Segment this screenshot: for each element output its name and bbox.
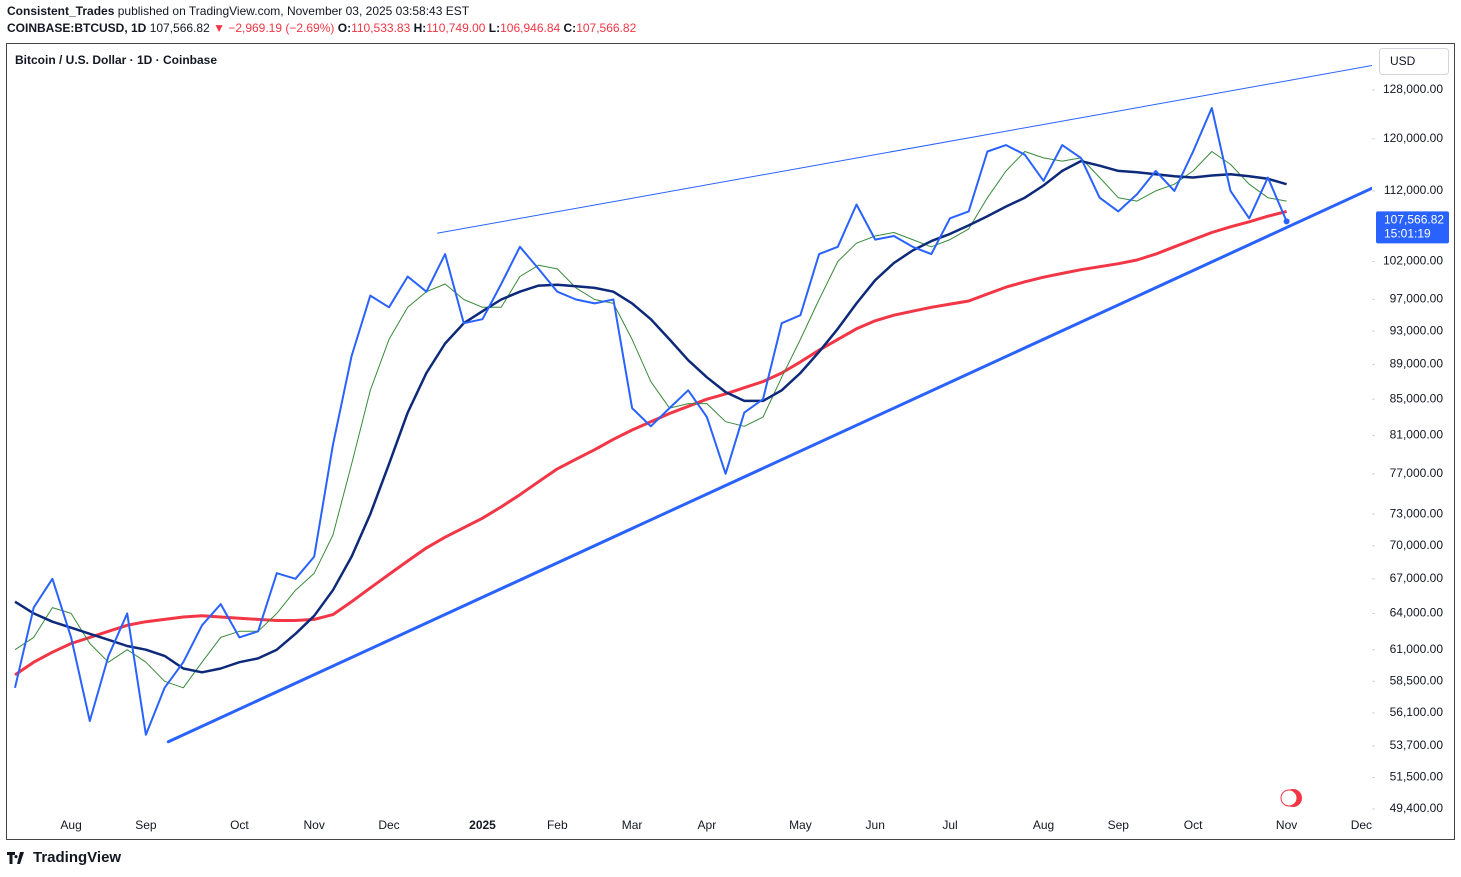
- price-tag-countdown: 15:01:19: [1384, 227, 1431, 241]
- ohlc-value: 110,749.00: [426, 21, 485, 35]
- y-tick-label: 64,000.00: [1390, 606, 1444, 620]
- y-tick-label: 56,100.00: [1390, 705, 1444, 719]
- y-tick-label: 67,000.00: [1390, 571, 1444, 585]
- price-line: [14, 151, 1287, 689]
- price: 107,566.82: [150, 21, 210, 35]
- x-tick-label: Sep: [1108, 818, 1130, 832]
- x-tick-label: Aug: [1033, 818, 1054, 832]
- symbol: COINBASE:BTCUSD, 1D: [7, 21, 147, 35]
- logo: [7, 852, 24, 864]
- y-tick-label: 89,000.00: [1390, 357, 1444, 371]
- trendline: [166, 186, 1372, 744]
- flag-icon: [1280, 789, 1302, 807]
- author: Consistent_Trades: [7, 4, 115, 18]
- chart-title: Bitcoin / U.S. Dollar · 1D · Coinbase: [15, 53, 217, 67]
- event-icon-inner: [1280, 789, 1298, 807]
- x-tick-label: Dec: [378, 818, 399, 832]
- x-tick-label: Feb: [547, 818, 568, 832]
- x-tick-label: Oct: [230, 818, 249, 832]
- x-tick-label: May: [789, 818, 812, 832]
- y-tick-label: 73,000.00: [1390, 506, 1444, 520]
- brand: TradingView: [33, 849, 121, 866]
- price-line: [14, 107, 1288, 736]
- y-tick-label: 49,400.00: [1390, 801, 1444, 815]
- y-tick-label: 77,000.00: [1390, 466, 1444, 480]
- header: Consistent_Trades published on TradingVi…: [7, 4, 470, 18]
- x-tick-label: Nov: [304, 818, 325, 832]
- ohlc-label: C:: [564, 21, 577, 35]
- y-tick-label: 53,700.00: [1390, 738, 1444, 752]
- x-tick-label: Dec: [1351, 818, 1372, 832]
- y-tick-label: 102,000.00: [1383, 254, 1443, 268]
- trendline: [437, 65, 1372, 234]
- y-tick-label: 120,000.00: [1383, 131, 1443, 145]
- plot-area: [14, 65, 1372, 744]
- ohlc-value: 106,946.84: [500, 21, 560, 35]
- chart-frame: [6, 43, 1455, 840]
- footer-logo: TradingView: [7, 849, 121, 866]
- y-tick-label: 70,000.00: [1390, 538, 1444, 552]
- quote: COINBASE:BTCUSD, 1D 107,566.82 ▼ −2,969.…: [7, 21, 637, 35]
- published: published on TradingView.com, November 0…: [118, 4, 470, 18]
- x-tick-label: Nov: [1276, 818, 1297, 832]
- y-tick-label: 128,000.00: [1383, 82, 1443, 96]
- price-tag: [1376, 211, 1449, 244]
- ohlc-label: O:: [338, 21, 351, 35]
- ohlc-label: L:: [489, 21, 500, 35]
- x-tick-label: Jul: [942, 818, 957, 832]
- y-tick-label: 93,000.00: [1390, 323, 1444, 337]
- x-tick-label: Aug: [60, 818, 81, 832]
- y-tick-label: 58,500.00: [1390, 673, 1444, 687]
- price-line: [14, 209, 1287, 677]
- x-tick-label: Apr: [698, 818, 717, 832]
- x-tick-label: Mar: [622, 818, 643, 832]
- ohlc-label: H:: [414, 21, 427, 35]
- x-tick-label: Jun: [866, 818, 885, 832]
- y-tick-label: 112,000.00: [1384, 183, 1443, 197]
- price-tag-label: 107,566.82: [1384, 213, 1444, 227]
- change: ▼ −2,969.19 (−2.69%): [213, 21, 334, 35]
- x-tick-label: Oct: [1184, 818, 1203, 832]
- currency-box[interactable]: [1379, 48, 1449, 75]
- price-line: [14, 159, 1287, 674]
- last-point: [1283, 218, 1290, 225]
- y-tick-label: 85,000.00: [1390, 391, 1444, 405]
- x-tick-label: Sep: [135, 818, 157, 832]
- y-tick-label: 51,500.00: [1390, 770, 1444, 784]
- y-tick-label: 81,000.00: [1390, 428, 1444, 442]
- y-tick-label: 97,000.00: [1390, 292, 1444, 306]
- y-tick-label: 61,000.00: [1390, 642, 1444, 656]
- currency: USD: [1390, 54, 1416, 68]
- ohlc-value: 110,533.83: [351, 21, 410, 35]
- ohlc-value: 107,566.82: [576, 21, 636, 35]
- x-tick-label: 2025: [469, 818, 496, 832]
